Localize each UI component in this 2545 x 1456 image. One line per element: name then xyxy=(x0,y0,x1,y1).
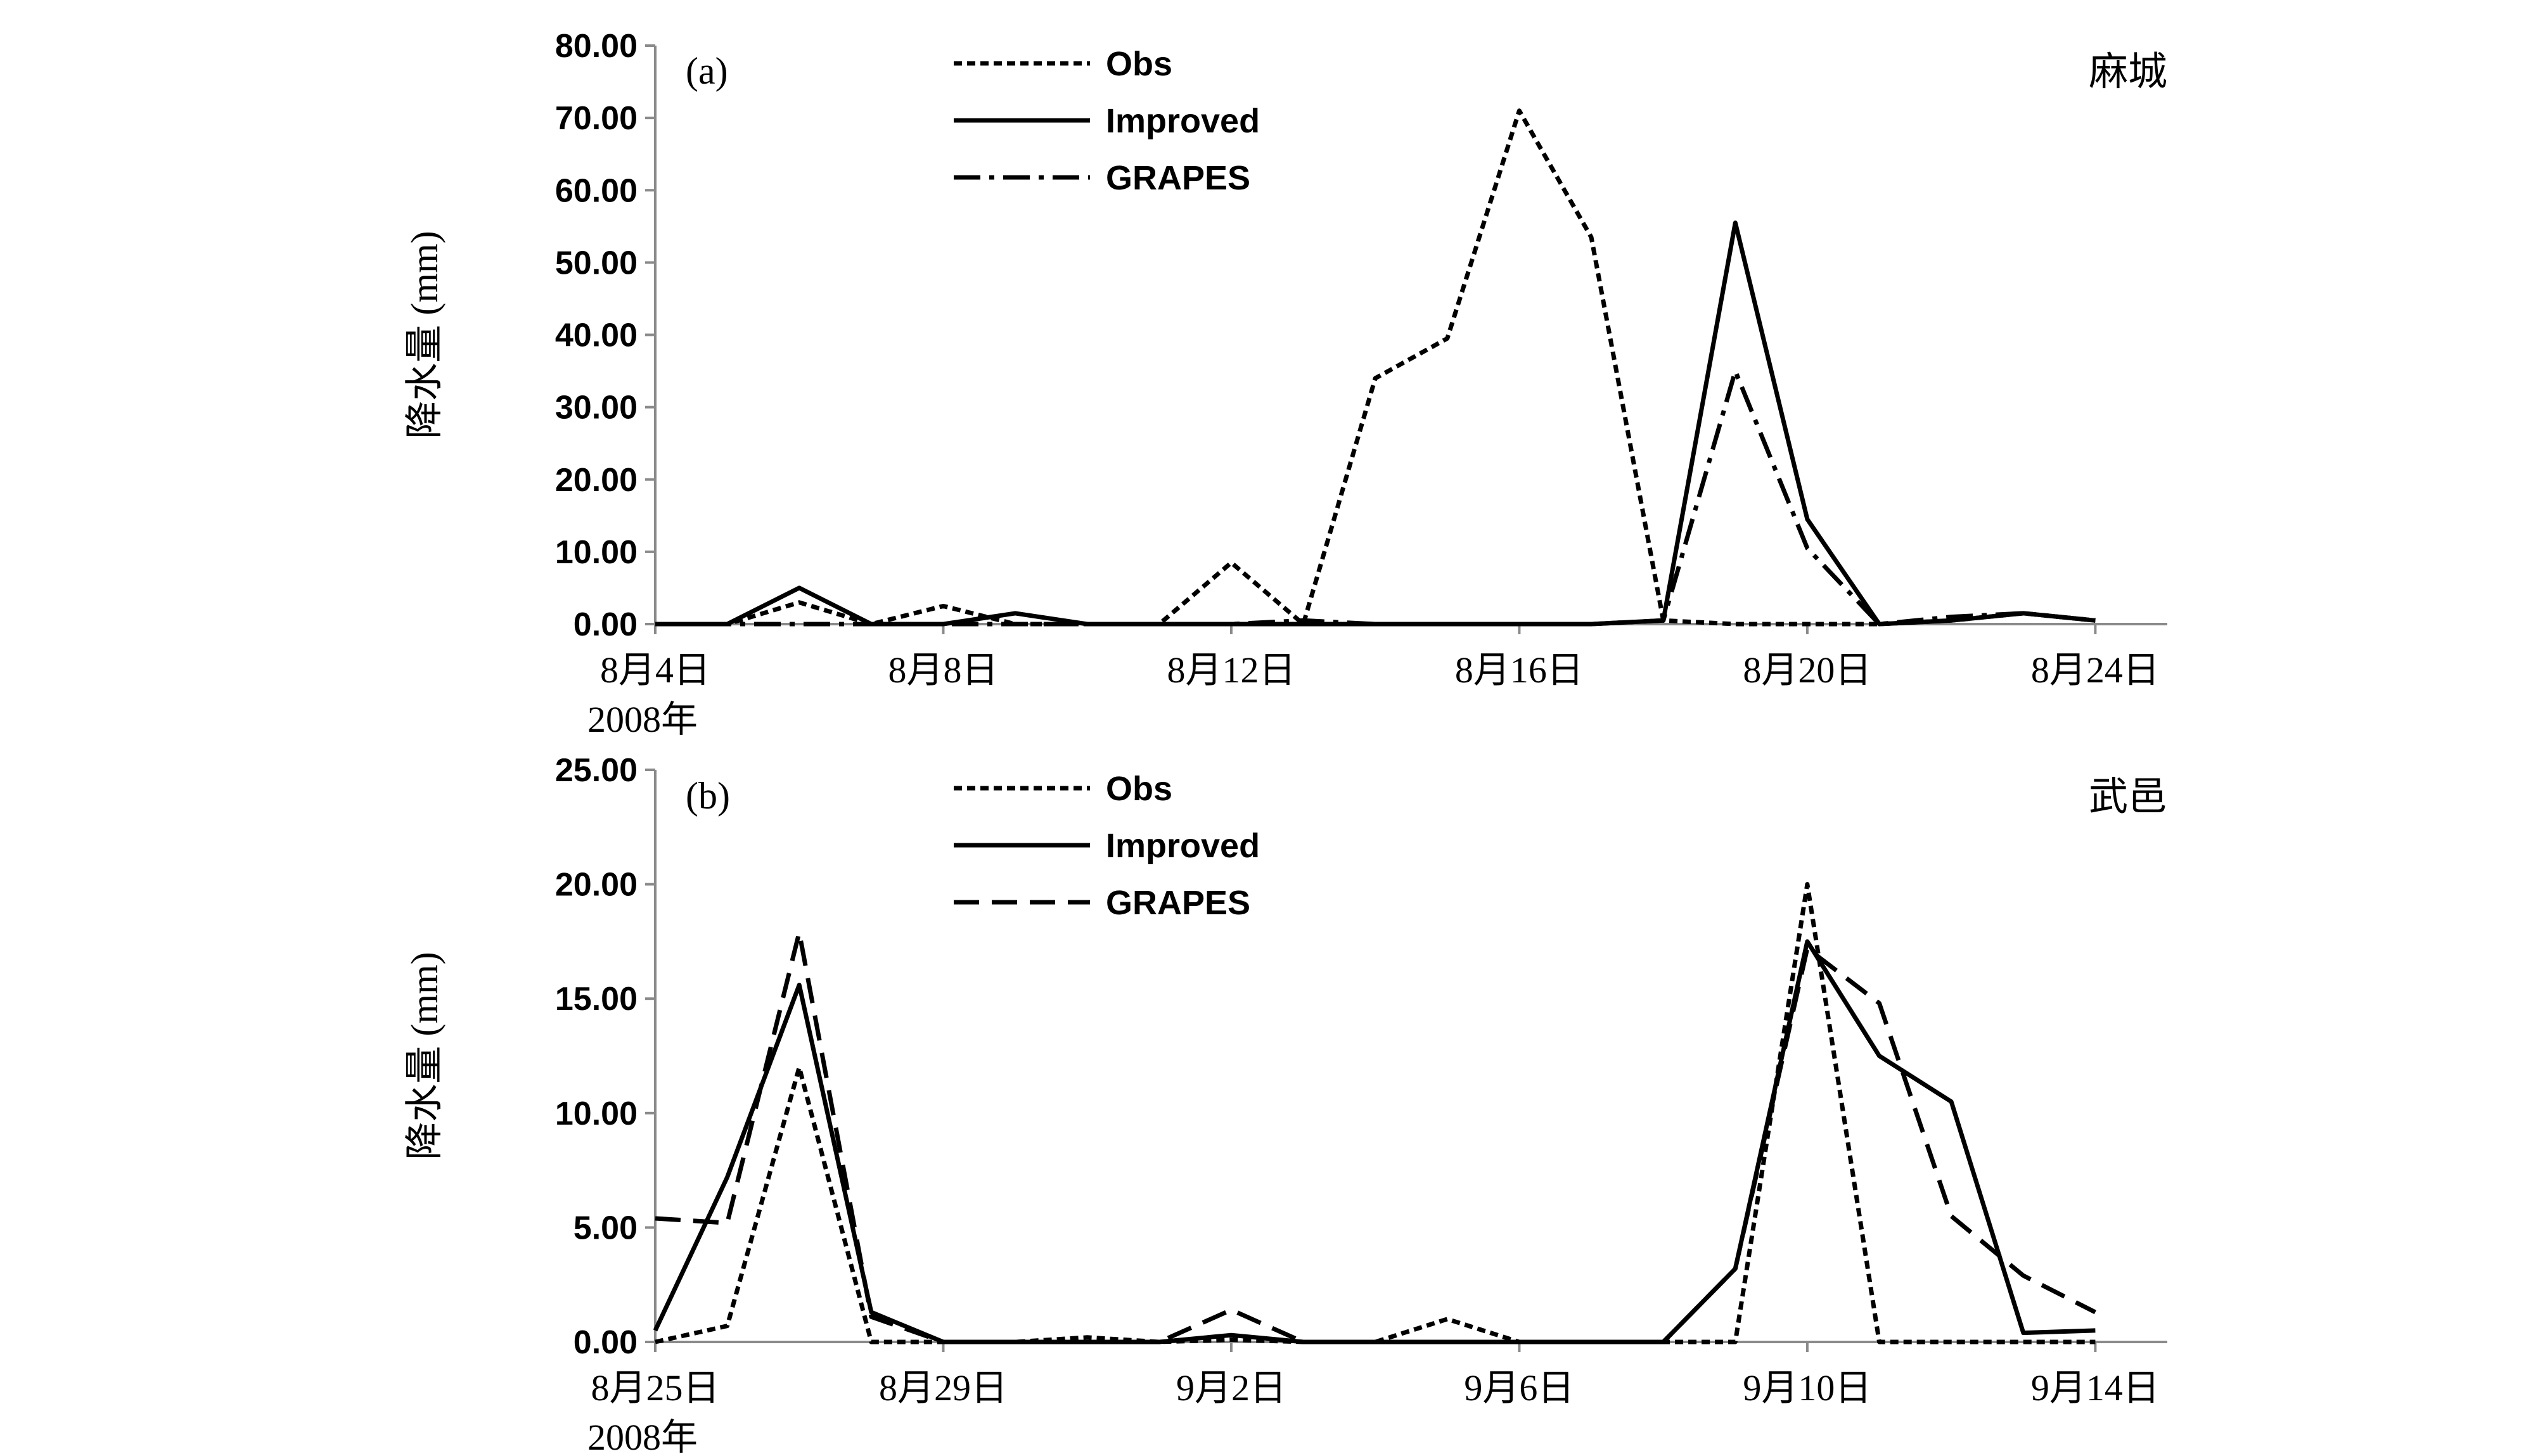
x-tick-label: 8月16日 xyxy=(1455,649,1584,691)
x-tick-label: 8月20日 xyxy=(1743,649,1871,691)
series-line-improved xyxy=(653,939,2096,1344)
panel-label: (a) xyxy=(686,50,728,92)
y-tick-label: 10.00 xyxy=(555,1095,638,1132)
legend: Obs Improved GRAPES xyxy=(954,770,1260,922)
legend-label-grapes: GRAPES xyxy=(1106,884,1250,922)
y-axis-label: 降水量 (mm) xyxy=(404,231,446,438)
panel-label: (b) xyxy=(686,775,730,817)
series-line-improved xyxy=(655,220,2096,627)
legend-label-improved: Improved xyxy=(1106,827,1260,865)
x-tick-label: 8月29日 xyxy=(879,1367,1008,1408)
x-tick-label: 8月12日 xyxy=(1167,649,1295,691)
y-tick-label: 30.00 xyxy=(555,390,638,426)
legend-label-grapes: GRAPES xyxy=(1106,159,1250,197)
legend-label-obs: Obs xyxy=(1106,770,1172,808)
y-tick-label: 80.00 xyxy=(555,28,638,65)
legend: Obs Improved GRAPES xyxy=(954,45,1260,197)
y-tick-label: 20.00 xyxy=(555,462,638,499)
series-line-grapes xyxy=(655,369,2096,627)
panel-b: 0.00 5.00 10.00 15.00 20.00 25.00 8月25日 8月29日 9月… xyxy=(404,752,2167,1456)
x-tick-label: 9月2日 xyxy=(1176,1367,1286,1408)
station-name: 麻城 xyxy=(2089,48,2167,94)
y-tick-label: 15.00 xyxy=(555,981,638,1018)
y-tick-label: 70.00 xyxy=(555,100,638,137)
y-tick-label: 0.00 xyxy=(574,1324,638,1361)
x-tick-label: 8月8日 xyxy=(888,649,998,691)
legend-label-obs: Obs xyxy=(1106,45,1172,83)
y-tick-label: 5.00 xyxy=(574,1210,638,1246)
y-tick-label: 25.00 xyxy=(555,752,638,789)
x-tick-label: 8月4日 xyxy=(600,649,710,691)
y-axis-label: 降水量 (mm) xyxy=(404,952,446,1159)
series-line-obs xyxy=(655,882,2096,1344)
y-tick-label: 20.00 xyxy=(555,867,638,904)
legend-label-improved: Improved xyxy=(1106,102,1260,140)
x-tick-label: 8月25日 xyxy=(591,1367,719,1408)
x-tick-label: 9月10日 xyxy=(1743,1367,1871,1408)
y-tick-label: 0.00 xyxy=(574,606,638,643)
series-line-grapes xyxy=(655,930,2096,1344)
x-tick-label: 8月24日 xyxy=(2031,649,2160,691)
y-tick-label: 50.00 xyxy=(555,245,638,281)
y-tick-label: 10.00 xyxy=(555,534,638,571)
panel-a: 0.00 10.00 20.00 30.00 40.00 50.00 60.00 70.00 8… xyxy=(404,28,2167,740)
y-tick-label: 60.00 xyxy=(555,172,638,209)
series-line-obs xyxy=(655,108,2096,627)
x-tick-label: 9月6日 xyxy=(1464,1367,1574,1408)
y-tick-label: 40.00 xyxy=(555,317,638,354)
year-label: 2008年 xyxy=(587,699,698,740)
x-tick-label: 9月14日 xyxy=(2031,1367,2160,1408)
station-name: 武邑 xyxy=(2089,773,2167,819)
year-label: 2008年 xyxy=(587,1417,698,1453)
